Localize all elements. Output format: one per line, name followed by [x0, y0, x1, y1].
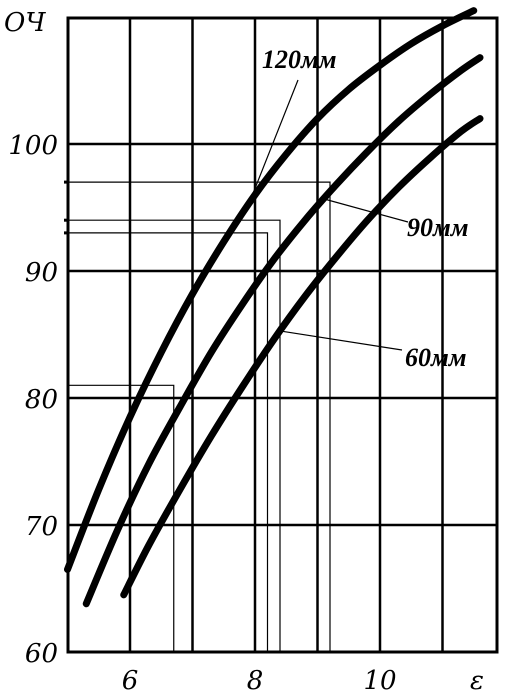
label-leaders [248, 79, 409, 351]
reference-line [68, 384, 175, 652]
y-tick-label: 100 [8, 131, 58, 161]
y-tick-label: 70 [25, 512, 58, 542]
series-line [120, 115, 484, 599]
reference-line [68, 232, 269, 652]
reference-line [68, 219, 281, 652]
curve-label-120mm: 120мм [262, 45, 337, 74]
x-tick-labels: 6 8 10 [122, 666, 397, 696]
curves [64, 7, 484, 608]
leader-line [248, 79, 299, 205]
series-line [64, 7, 478, 573]
curve-label-60mm: 60мм [405, 343, 467, 372]
y-tick-label: 90 [25, 258, 58, 288]
y-tick-label: 60 [25, 639, 58, 669]
curve-label-90mm: 90мм [407, 213, 469, 242]
y-axis-label: ОЧ [4, 8, 46, 38]
leader-line [279, 330, 403, 351]
y-tick-labels: 60 70 80 90 100 [8, 131, 68, 669]
y-tick-label: 80 [25, 385, 58, 415]
series-line [82, 54, 484, 608]
x-axis-label: ε [470, 666, 484, 696]
x-tick-label: 8 [247, 666, 264, 696]
reference-line [68, 181, 331, 652]
plot-frame [66, 16, 499, 654]
reference-lines [68, 181, 331, 652]
grid [68, 18, 497, 652]
x-tick-label: 10 [363, 666, 396, 696]
x-tick-label: 6 [122, 666, 139, 696]
leader-line [323, 198, 409, 223]
